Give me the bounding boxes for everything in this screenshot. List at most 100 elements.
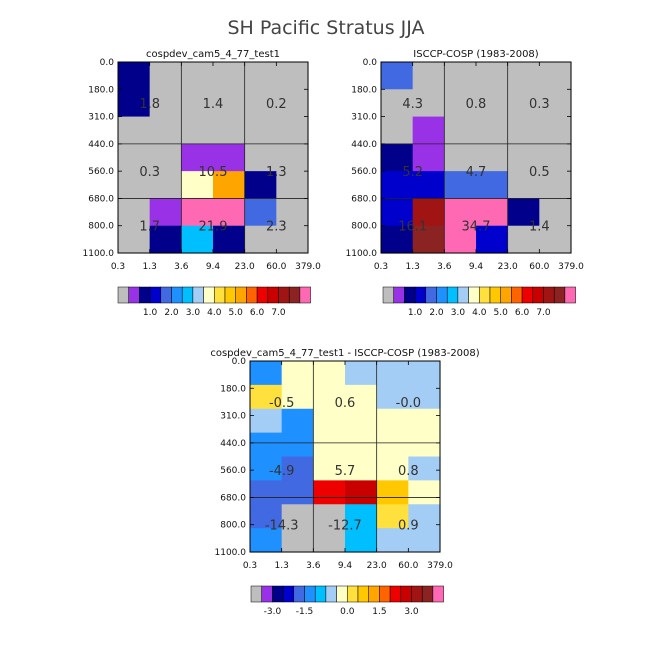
colorbar-label: 3.0 (186, 308, 201, 318)
heatmap-cell (250, 432, 283, 458)
y-tick-label: 800.0 (351, 222, 377, 232)
colorbar-swatch (250, 585, 262, 603)
y-tick-label: 180.0 (351, 85, 377, 95)
y-tick-label: 680.0 (88, 194, 114, 204)
y-tick-label: 310.0 (220, 412, 246, 422)
colorbar-label: 3.0 (451, 308, 466, 318)
heatmap-cell (250, 456, 283, 481)
colorbar-swatch (457, 286, 469, 304)
heatmap-cell (313, 480, 346, 505)
colorbar-swatch (314, 585, 327, 603)
x-tick-label: 60.0 (266, 262, 286, 272)
x-tick-label: 3.6 (306, 561, 321, 571)
heatmap-cell (345, 504, 378, 529)
colorbar-swatch (425, 286, 437, 304)
cell-total-label: 1.3 (266, 165, 287, 180)
colorbar-label: 3.0 (404, 607, 419, 617)
cell-total-label: -4.9 (269, 464, 294, 479)
cell-total-label: -12.7 (328, 519, 362, 534)
heatmap-cell (250, 384, 283, 410)
colorbar-swatch (149, 286, 162, 304)
heatmap-cell (276, 116, 309, 145)
heatmap-cell (476, 143, 509, 172)
heatmap-cell (381, 171, 414, 200)
heatmap-cell (276, 171, 309, 200)
heatmap-cell (244, 89, 277, 118)
heatmap-cell (118, 62, 151, 90)
x-tick-label: 9.4 (469, 262, 484, 272)
colorbar-swatch (400, 585, 412, 603)
cell-total-label: 5.2 (402, 165, 423, 180)
cell-total-label: 21.9 (199, 220, 228, 235)
heatmap-cell (244, 225, 277, 254)
heatmap-cell (408, 456, 441, 481)
heatmap-cell (376, 504, 409, 529)
heatmap-cell (345, 528, 378, 553)
colorbar-swatch (489, 286, 501, 304)
colorbar-swatch (299, 286, 311, 304)
heatmap-cell (181, 225, 214, 254)
heatmap-cell (244, 143, 277, 172)
cell-total-label: 34.7 (462, 220, 491, 235)
heatmap-cell (412, 62, 445, 90)
y-tick-label: 800.0 (220, 521, 246, 531)
heatmap-cell (381, 89, 414, 118)
colorbar-swatch (304, 585, 316, 603)
colorbar-label: 5.0 (494, 308, 509, 318)
cell-total-label: 0.8 (398, 464, 419, 479)
cell-total-label: 0.3 (529, 97, 550, 112)
colorbar-swatch (436, 286, 448, 304)
colorbar-swatch (288, 286, 301, 304)
cell-total-label: 0.9 (398, 519, 419, 534)
colorbar-swatch (282, 585, 295, 603)
heatmap-cell (476, 62, 509, 90)
colorbar-swatch (256, 286, 269, 304)
y-tick-label: 800.0 (88, 222, 114, 232)
heatmap-cell (250, 408, 283, 434)
cell-total-label: 0.8 (466, 97, 487, 112)
heatmap-cell (412, 89, 445, 118)
heatmap-cell (313, 528, 346, 553)
heatmap-cell (412, 116, 445, 145)
heatmap-cell (181, 198, 214, 227)
heatmap-cell (118, 89, 151, 118)
colorbar-swatch (479, 286, 491, 304)
heatmap-cell (444, 198, 477, 227)
heatmap-cell (408, 408, 441, 434)
colorbar-swatch (278, 286, 290, 304)
colorbar-label: 1.0 (408, 308, 423, 318)
heatmap-cell (244, 116, 277, 145)
heatmap-cell (149, 143, 182, 172)
heatmap-cell (213, 171, 246, 200)
colorbar-swatch (532, 286, 544, 304)
colorbar-swatch (511, 286, 523, 304)
heatmap-cell (539, 143, 572, 172)
y-tick-label: 1100.0 (83, 249, 115, 259)
heatmap-cell (376, 361, 409, 386)
y-tick-label: 560.0 (220, 466, 246, 476)
y-tick-label: 0.0 (232, 357, 247, 367)
cell-total-label: 1.7 (139, 220, 160, 235)
heatmap-cell (476, 198, 509, 227)
cell-total-label: 16.1 (398, 220, 427, 235)
heatmap-cell (381, 143, 414, 172)
colorbar-swatch (267, 286, 279, 304)
y-tick-label: 440.0 (220, 439, 246, 449)
heatmap-cell (276, 62, 309, 90)
colorbar-swatch (543, 286, 555, 304)
heatmap-cell (476, 171, 509, 200)
heatmap-cell (313, 432, 346, 458)
colorbar-swatch (160, 286, 172, 304)
colorbar-label: 4.0 (207, 308, 222, 318)
heatmap-cell (507, 143, 540, 172)
heatmap-cell (118, 143, 151, 172)
colorbar-swatch (139, 286, 151, 304)
colorbar-label: 5.0 (229, 308, 244, 318)
y-tick-label: 310.0 (88, 113, 114, 123)
heatmap-cell (381, 225, 414, 254)
figure-title: SH Pacific Stratus JJA (227, 17, 424, 39)
colorbar-swatch (553, 286, 566, 304)
heatmap-cell (345, 361, 378, 386)
heatmap-cell (381, 116, 414, 145)
x-tick-label: 0.3 (243, 561, 257, 571)
